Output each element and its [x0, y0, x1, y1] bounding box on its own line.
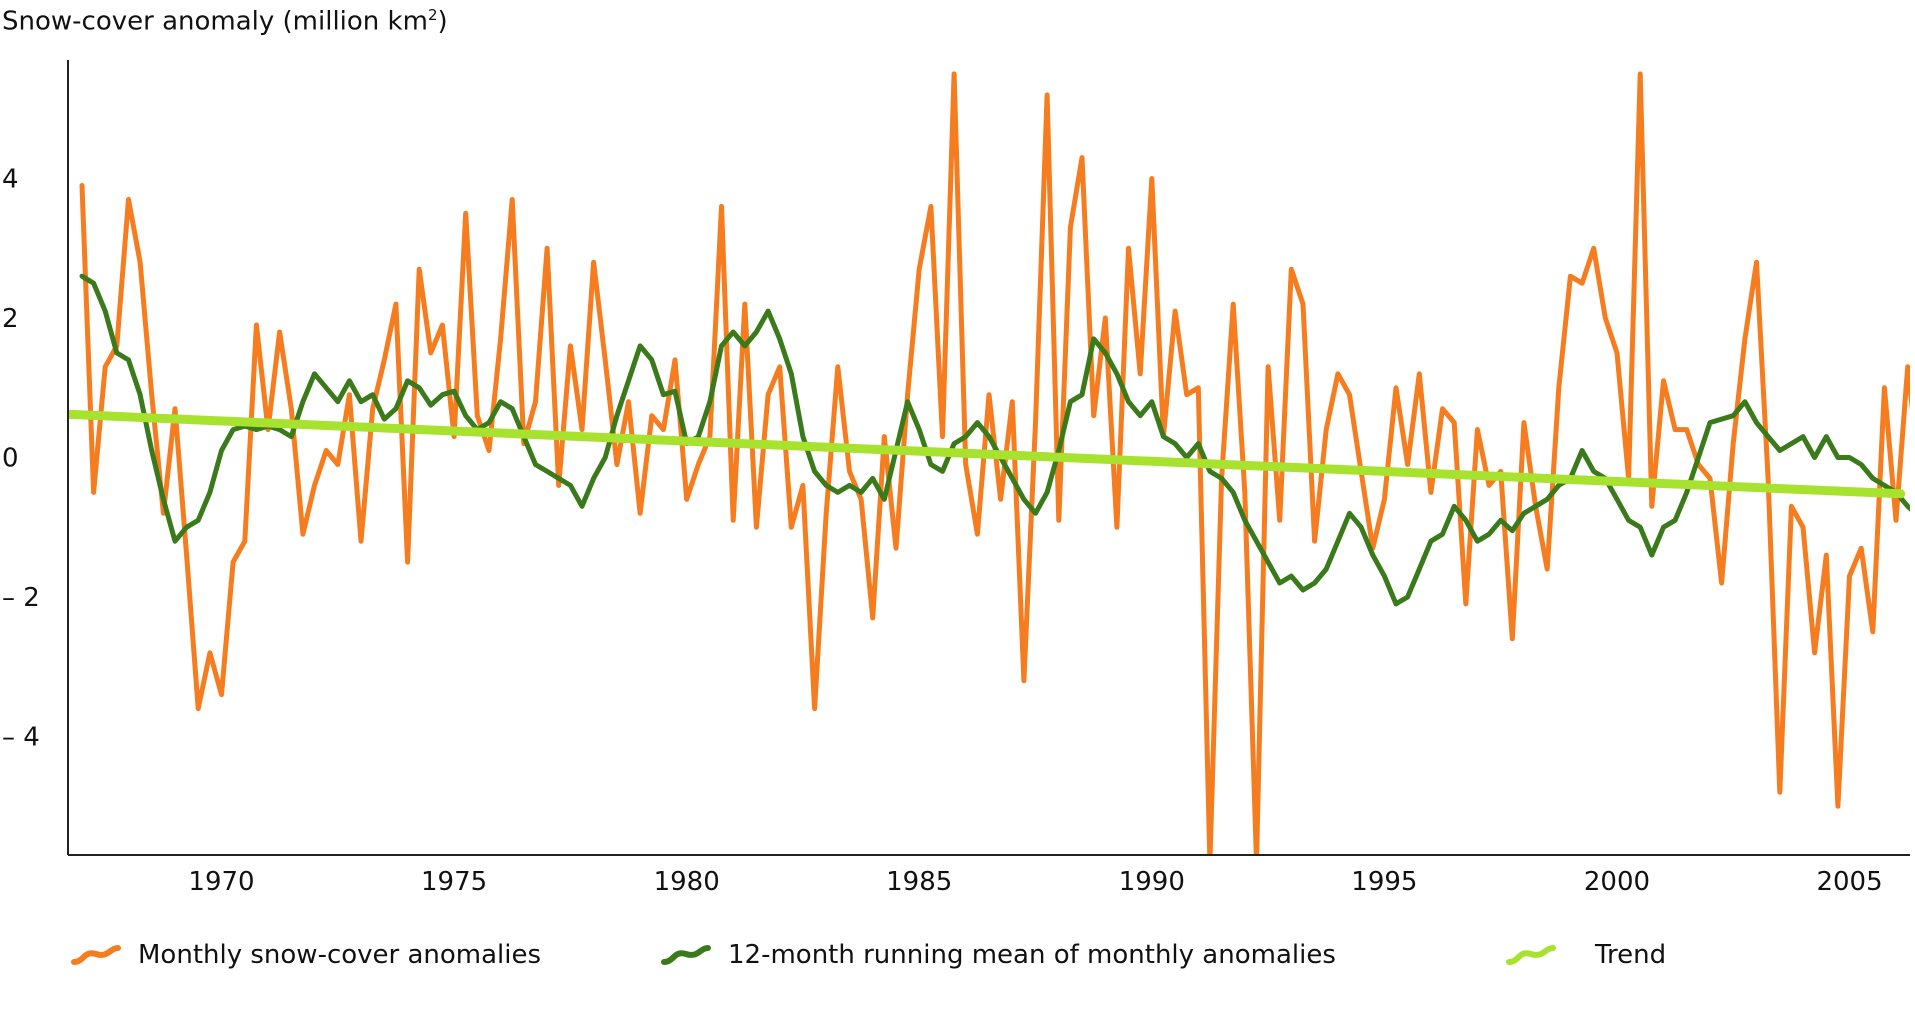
x-tick-label: 2005	[1816, 867, 1882, 897]
series-monthly-line	[79, 71, 1910, 855]
x-tick-label: 1975	[421, 867, 487, 897]
y-axis-title-suffix: )	[437, 6, 448, 37]
legend-swatch-mean	[661, 945, 711, 965]
x-tick-label: 2000	[1584, 867, 1650, 897]
plot-area	[68, 71, 1910, 855]
legend-swatch-trend	[1506, 945, 1556, 965]
y-axis-title-superscript: 2	[427, 6, 438, 24]
legend: Monthly snow-cover anomalies 12-month ru…	[0, 940, 1915, 990]
y-tick-label: – 4	[2, 722, 40, 752]
x-tick-label: 1990	[1119, 867, 1185, 897]
snow-cover-chart: 4 2 0 – 2 – 4 1970 1975 1980 1985 1990 1995 2000 200…	[2, 60, 1910, 897]
series-running-mean-line	[79, 273, 1910, 607]
y-axis-title-text: Snow-cover anomaly (million km	[2, 6, 428, 37]
x-tick-label: 1985	[886, 867, 952, 897]
legend-item-trend: Trend	[1505, 940, 1666, 970]
legend-item-monthly: Monthly snow-cover anomalies	[70, 940, 541, 970]
x-tick-label: 1980	[654, 867, 720, 897]
y-tick-label: 2	[2, 304, 19, 334]
legend-label-mean: 12-month running mean of monthly anomali…	[728, 940, 1336, 970]
y-axis-title: Snow-cover anomaly (million km2)	[2, 6, 448, 37]
y-tick-label: – 2	[2, 583, 40, 613]
legend-swatch-monthly	[71, 945, 121, 965]
legend-label-trend: Trend	[1595, 940, 1667, 970]
x-tick-label: 1995	[1351, 867, 1417, 897]
legend-label-monthly: Monthly snow-cover anomalies	[138, 940, 542, 970]
axes: 4 2 0 – 2 – 4 1970 1975 1980 1985 1990 1995 2000 200…	[2, 60, 1910, 897]
y-tick-label: 4	[2, 165, 19, 195]
x-tick-label: 1970	[188, 867, 254, 897]
legend-item-mean: 12-month running mean of monthly anomali…	[660, 940, 1336, 970]
y-tick-label: 0	[2, 444, 19, 474]
series-trend-line	[68, 409, 1906, 499]
